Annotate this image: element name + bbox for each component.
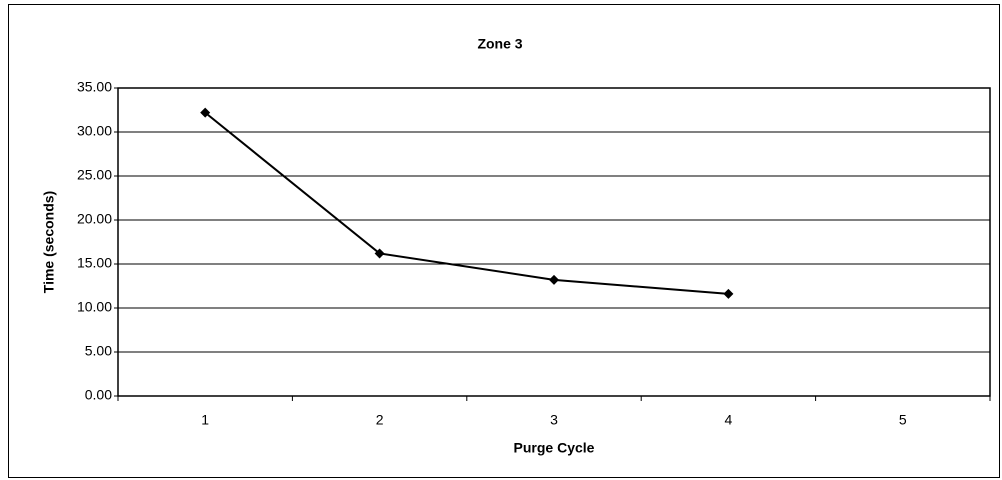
y-tick-label: 0.00 <box>85 387 112 403</box>
y-tick-label: 30.00 <box>77 123 112 139</box>
x-tick-label: 5 <box>899 412 907 428</box>
y-tick-label: 5.00 <box>85 343 112 359</box>
series-line <box>204 111 729 295</box>
plot-area-border <box>117 87 991 397</box>
y-axis-title: Time (seconds) <box>41 191 57 293</box>
x-tick-label: 3 <box>550 412 558 428</box>
marker <box>549 274 559 285</box>
chart-title: Zone 3 <box>477 36 522 52</box>
y-tick-label: 20.00 <box>77 211 112 227</box>
x-tick-label: 2 <box>376 412 384 428</box>
chart-border <box>8 4 1000 478</box>
x-tick-label: 1 <box>201 412 209 428</box>
x-axis-title: Purge Cycle <box>514 440 595 456</box>
y-tick-label: 35.00 <box>77 79 112 95</box>
y-tick-label: 25.00 <box>77 167 112 183</box>
marker <box>200 107 211 118</box>
marker <box>723 288 734 299</box>
marker <box>374 248 385 259</box>
y-tick-label: 15.00 <box>77 255 112 271</box>
x-tick-label: 4 <box>725 412 733 428</box>
y-tick-label: 10.00 <box>77 299 112 315</box>
